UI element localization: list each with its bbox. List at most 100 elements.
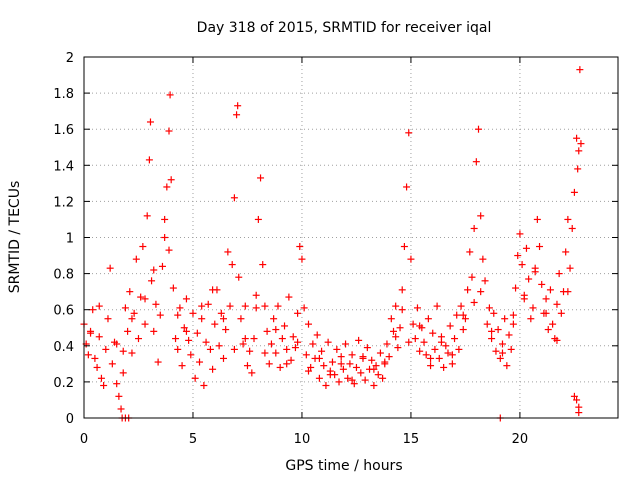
y-axis-label: SRMTID / TECUs (7, 181, 23, 294)
data-point (230, 345, 238, 353)
data-point (224, 248, 232, 256)
data-point (313, 331, 321, 339)
data-point (370, 365, 378, 373)
data-point (468, 273, 476, 281)
data-point (507, 345, 515, 353)
data-point (243, 362, 251, 370)
data-point (87, 327, 95, 335)
data-point (198, 302, 206, 310)
data-point (233, 111, 241, 119)
data-point (106, 264, 114, 272)
data-point (413, 304, 421, 312)
data-point (132, 255, 140, 263)
data-point (470, 224, 478, 232)
data-point (137, 293, 145, 301)
data-point (575, 409, 583, 417)
data-point (501, 315, 509, 323)
data-point (281, 322, 289, 330)
data-point (383, 340, 391, 348)
data-point (390, 327, 398, 335)
data-point (420, 338, 428, 346)
data-point (294, 309, 302, 317)
data-point (409, 320, 417, 328)
data-point (396, 324, 404, 332)
data-point (145, 156, 153, 164)
data-point (318, 347, 326, 355)
data-point (481, 277, 489, 285)
data-point (514, 252, 522, 260)
data-point (496, 354, 504, 362)
data-point (226, 302, 234, 310)
data-point (176, 304, 184, 312)
data-point (512, 284, 520, 292)
data-point (134, 335, 142, 343)
data-point (352, 363, 360, 371)
data-point (324, 338, 332, 346)
data-point (230, 194, 238, 202)
data-point (461, 315, 469, 323)
data-point (294, 338, 302, 346)
data-point (161, 215, 169, 223)
data-point (206, 345, 214, 353)
data-point (400, 243, 408, 251)
data-point (128, 315, 136, 323)
data-point (222, 326, 230, 334)
data-point (174, 311, 182, 319)
data-point (126, 288, 134, 296)
data-point (278, 335, 286, 343)
data-point (466, 248, 474, 256)
data-point (102, 345, 110, 353)
x-axis-label: GPS time / hours (285, 458, 402, 474)
y-tick-label: 1.4 (53, 159, 74, 174)
data-point (235, 273, 243, 281)
data-point (470, 298, 478, 306)
data-point (95, 302, 103, 310)
data-point (289, 333, 297, 341)
data-point (435, 354, 443, 362)
data-point (172, 335, 180, 343)
data-point (385, 353, 393, 361)
data-point (141, 295, 149, 303)
data-point (246, 347, 254, 355)
data-point (196, 358, 204, 366)
data-point (322, 382, 330, 390)
data-point (411, 335, 419, 343)
y-axis-ticks: 0 0.2 0.4 0.6 0.8 1 1.2 1.4 1.6 1.8 2 (53, 51, 618, 427)
data-point (252, 291, 260, 299)
data-point (342, 340, 350, 348)
data-point (370, 382, 378, 390)
data-point (433, 302, 441, 310)
data-point (361, 376, 369, 384)
data-point (261, 302, 269, 310)
data-point (498, 349, 506, 357)
data-point (296, 243, 304, 251)
data-point (448, 360, 456, 368)
data-point (139, 243, 147, 251)
data-point (113, 380, 121, 388)
data-point (93, 363, 101, 371)
data-point (392, 302, 400, 310)
data-point (178, 362, 186, 370)
data-point (174, 345, 182, 353)
data-point (167, 176, 175, 184)
y-tick-label: 1.8 (53, 87, 74, 102)
data-point (516, 230, 524, 238)
data-point (339, 365, 347, 373)
data-point (315, 374, 323, 382)
data-point (263, 327, 271, 335)
data-point (359, 353, 367, 361)
data-point (477, 288, 485, 296)
x-axis-ticks: 0 5 10 15 20 (80, 57, 528, 447)
data-point (156, 311, 164, 319)
data-point (228, 261, 236, 269)
y-tick-label: 1 (66, 232, 74, 247)
data-point (374, 371, 382, 379)
y-tick-label: 0.8 (53, 268, 74, 283)
data-point (448, 351, 456, 359)
data-point (209, 286, 217, 294)
data-point (363, 344, 371, 352)
data-point (427, 362, 435, 370)
data-point (169, 284, 177, 292)
data-point (442, 342, 450, 350)
